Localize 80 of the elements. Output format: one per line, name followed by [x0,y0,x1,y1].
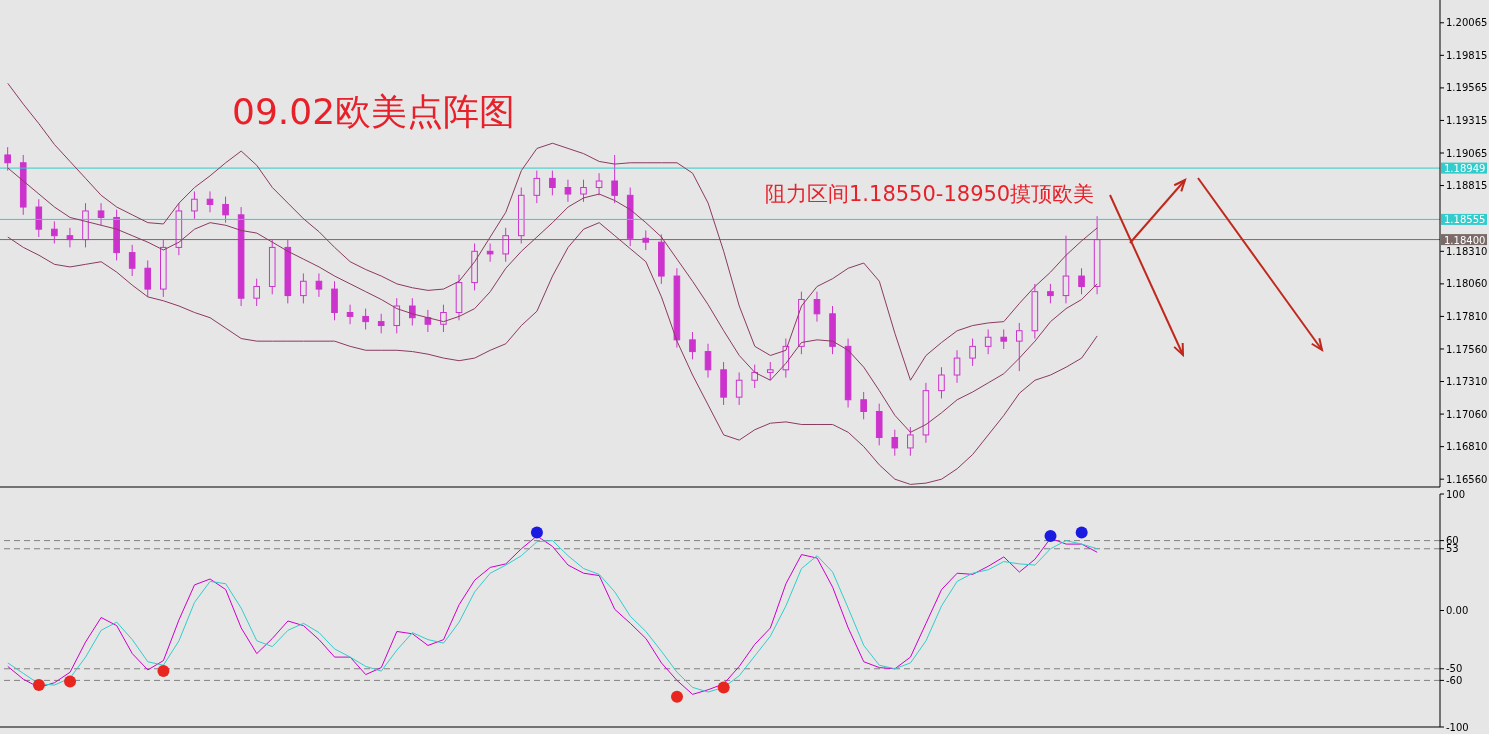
candlestick [1078,267,1085,295]
y-tick-label: 1.19815 [1446,49,1488,61]
y-tick-label: 0.00 [1446,605,1469,617]
ref-line-label: 1.18949 [1444,163,1486,175]
y-tick-label: 1.17560 [1446,343,1488,355]
point [530,526,543,539]
point [32,679,45,692]
candlestick [4,146,11,172]
candlestick [1015,322,1023,372]
candlestick [549,170,556,196]
point [1044,529,1057,542]
candlestick [128,244,136,277]
candlestick [704,343,712,379]
candlestick [953,349,961,384]
candlestick [689,331,696,360]
y-tick-label: -60 [1446,674,1463,686]
candlestick [1047,283,1054,304]
ref-line-label: 1.18400 [1444,234,1486,246]
line-series [7,222,1098,485]
candlestick [735,371,743,406]
candlestick [891,429,899,457]
y-tick-label: 1.18310 [1446,245,1488,257]
candlestick [393,297,401,334]
candlestick [751,364,759,389]
candlestick [860,391,867,420]
y-tick-label: 1.17310 [1446,376,1488,388]
candlestick [813,291,821,323]
y-tick-label: 1.18060 [1446,278,1488,290]
point [671,690,684,703]
y-tick-label: -50 [1446,663,1463,675]
candlestick [595,172,603,196]
y-tick-label: 1.16810 [1446,441,1488,453]
point [157,665,170,678]
y-tick-label: 1.19565 [1446,82,1488,94]
y-tick-label: -100 [1446,721,1469,733]
candlestick [300,272,307,304]
candlestick [253,278,260,307]
candlestick [1062,235,1070,304]
y-tick-label: 1.19315 [1446,115,1488,126]
candlestick [362,308,369,330]
candlestick [580,179,587,203]
candlestick [1000,328,1008,350]
candlestick [486,243,494,263]
candlestick [564,179,572,203]
candlestick [346,304,354,325]
line-series [7,82,1098,381]
candlestick [409,297,416,327]
candlestick [51,220,58,244]
point [64,675,77,688]
ref-line-label: 1.18555 [1444,214,1486,226]
candlestick [969,338,976,367]
y-tick-label: 1.20065 [1446,17,1488,29]
candlestick [907,426,914,457]
candlestick [766,361,774,381]
candlestick [144,259,152,298]
y-tick-label: 1.18815 [1446,180,1488,192]
y-tick-label: 1.17060 [1446,408,1488,420]
y-tick-label: 1.16560 [1446,473,1488,485]
candlestick [206,190,214,213]
candlestick [440,304,447,333]
candlestick [938,366,945,399]
point [717,681,730,694]
text: 09.02欧美点阵图 [232,90,516,134]
candlestick [331,280,338,321]
candlestick [984,328,992,355]
candlestick [222,196,229,224]
candlestick [191,190,198,220]
candlestick [502,227,509,263]
candlestick [97,202,105,226]
candlestick [424,309,432,333]
candlestick [315,272,323,298]
candlestick [35,198,43,238]
y-tick-label: 100 [1446,488,1466,500]
candlestick [533,170,541,204]
annotation: 阻力区间1.18550-18950摸顶欧美 [765,181,1095,208]
candlestick [377,313,385,334]
candlestick [611,154,618,204]
y-tick-label: 1.19065 [1446,147,1488,159]
y-tick-label: 1.17810 [1446,310,1488,322]
point [1075,526,1088,539]
